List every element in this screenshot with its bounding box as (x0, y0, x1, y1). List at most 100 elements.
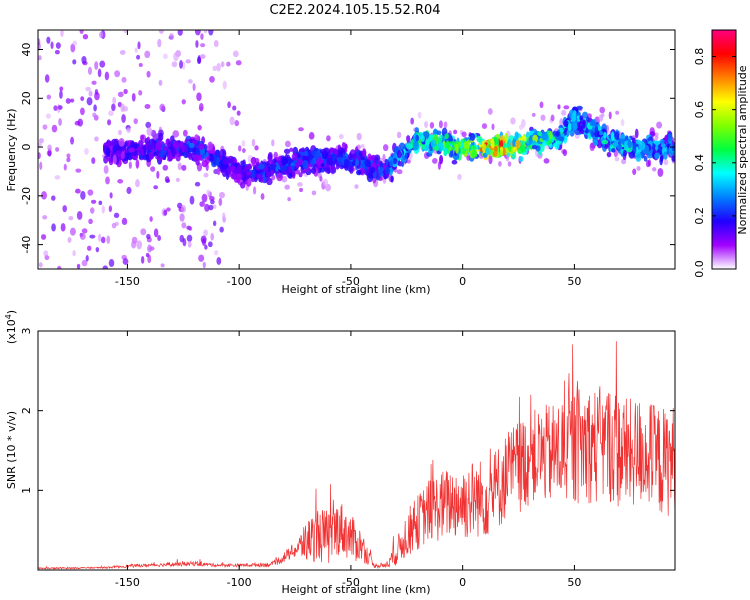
spectrogram-blob (124, 141, 128, 148)
spectrogram-blob (108, 205, 113, 213)
spectrogram-y-tick-label: -40 (20, 236, 33, 254)
spectrogram-blob (445, 140, 450, 150)
spectrogram-blob (204, 244, 208, 250)
spectrogram-blob (291, 169, 296, 179)
spectrogram-blob (601, 139, 609, 145)
snr-x-tick-label: -100 (227, 576, 252, 589)
spectrogram-blob (212, 220, 217, 227)
spectrogram-blob (44, 255, 50, 261)
spectrogram-blob (203, 229, 208, 237)
spectrogram-blob (320, 148, 327, 155)
spectrogram-blob (187, 147, 194, 153)
spectrogram-blob (212, 204, 217, 209)
spectrogram-blob (453, 129, 458, 135)
spectrogram-blob (177, 30, 183, 36)
spectrogram-blob (216, 167, 221, 176)
spectrogram-blob (216, 62, 221, 72)
spectrogram-blob (70, 98, 75, 103)
spectrogram-blob (326, 135, 331, 142)
spectrogram-blob (265, 171, 272, 178)
spectrogram-x-tick-label: 50 (567, 275, 581, 288)
spectrogram-blob (540, 114, 546, 121)
spectrogram-blob (671, 155, 675, 162)
spectrogram-blob (173, 52, 179, 62)
spectrogram-blob (246, 171, 253, 176)
spectrogram-blob (112, 154, 117, 165)
spectrogram-blob (263, 166, 269, 173)
spectrogram-blob (128, 147, 135, 153)
spectrogram-blob (424, 120, 429, 129)
spectrogram-blob (101, 236, 106, 244)
spectrogram-blob (194, 181, 201, 187)
spectrogram-blob (136, 54, 141, 60)
spectrogram-blob (226, 61, 231, 67)
spectrogram-blob (153, 228, 159, 238)
spectrogram-blob (256, 173, 262, 179)
spectrogram-blob (589, 119, 596, 127)
spectrogram-blob (488, 155, 493, 165)
spectrogram-blob (115, 150, 122, 155)
spectrogram-blob (265, 160, 270, 167)
spectrogram-blob (635, 152, 642, 162)
spectrogram-blob (101, 205, 106, 214)
spectrogram-blob (72, 40, 77, 46)
spectrogram-blob (58, 118, 62, 126)
spectrogram-blob (289, 147, 294, 152)
spectrogram-blob (60, 223, 66, 232)
spectrogram-blob (218, 197, 223, 206)
spectrogram-blob (88, 90, 93, 97)
spectrogram-blob (336, 157, 344, 162)
spectrogram-blob (121, 217, 128, 226)
spectrogram-blob (41, 191, 47, 200)
spectrogram-blob (81, 56, 87, 64)
snr-y-tick-label: 3 (20, 328, 33, 335)
spectrogram-blob (559, 118, 564, 127)
spectrogram-blob (128, 161, 132, 169)
spectrogram-blob (550, 114, 555, 122)
spectrogram-blob (192, 83, 196, 91)
snr-y-scale-label: (x104) (4, 310, 18, 344)
spectrogram-blob (121, 76, 127, 83)
spectrogram-blob (188, 79, 193, 84)
spectrogram-blob (172, 140, 180, 150)
spectrogram-blob (383, 144, 389, 152)
spectrogram-blob (611, 148, 616, 153)
spectrogram-blob (438, 134, 443, 144)
spectrogram-blob (144, 104, 151, 110)
spectrogram-y-tick-label: 0 (20, 144, 33, 151)
spectrogram-blob (97, 68, 102, 78)
snr-frame (37, 330, 676, 571)
spectrogram-blob (183, 144, 189, 154)
spectrogram-blob (269, 163, 276, 171)
spectrogram-blob (276, 172, 283, 182)
spectrogram-blob (212, 65, 217, 72)
colorbar-gradient (711, 29, 737, 270)
spectrogram-blob (146, 233, 151, 240)
spectrogram-blob (651, 143, 656, 151)
spectrogram-blob (667, 133, 673, 142)
spectrogram-blob (209, 76, 215, 83)
spectrogram-blob (189, 195, 195, 205)
spectrogram-blob (222, 157, 230, 165)
spectrogram-blob (199, 106, 204, 111)
spectrogram-blob (187, 241, 192, 248)
spectrogram-blob (543, 158, 550, 164)
spectrogram-y-tick-label: 20 (20, 91, 33, 105)
spectrogram-blob (180, 205, 187, 213)
spectrogram-blob (508, 145, 512, 152)
spectrogram-blob (320, 162, 325, 168)
spectrogram-blob (652, 167, 657, 172)
spectrogram-blob (507, 161, 512, 167)
spectrogram-blob (347, 153, 354, 161)
spectrogram-blob (389, 160, 394, 168)
spectrogram-blob (319, 176, 323, 182)
spectrogram-blob (207, 141, 214, 151)
spectrogram-blob (476, 135, 482, 143)
spectrogram-blob (236, 110, 241, 116)
spectrogram-blob (420, 135, 425, 142)
spectrogram-blob (201, 159, 208, 168)
spectrogram-blob (135, 159, 140, 169)
spectrogram-blob (86, 97, 93, 106)
spectrogram-blob (181, 164, 187, 171)
spectrogram-blob (167, 141, 173, 148)
